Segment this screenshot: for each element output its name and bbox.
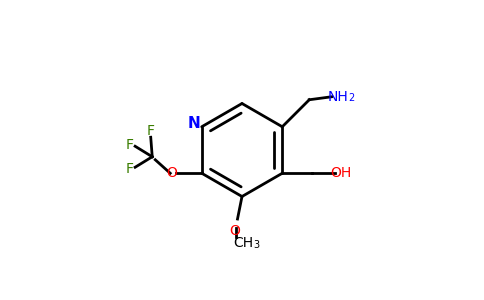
Text: O: O (229, 224, 240, 238)
Text: 2: 2 (348, 93, 354, 103)
Text: N: N (188, 116, 200, 131)
Text: F: F (126, 138, 134, 152)
Text: CH: CH (233, 236, 254, 250)
Text: NH: NH (327, 90, 348, 104)
Text: OH: OH (330, 166, 351, 180)
Text: 3: 3 (253, 240, 259, 250)
Text: O: O (166, 166, 177, 180)
Text: F: F (147, 124, 155, 138)
Text: F: F (126, 162, 134, 176)
